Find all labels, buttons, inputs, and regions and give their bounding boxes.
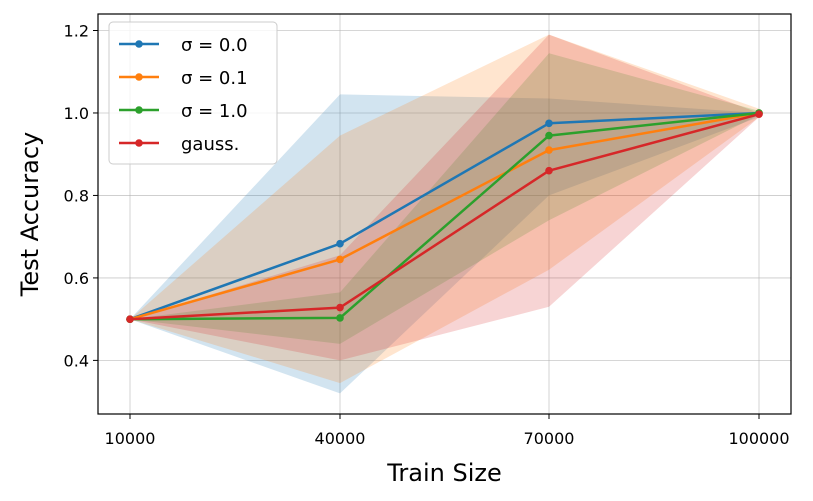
legend-marker-1 bbox=[135, 73, 143, 81]
x-tick-label: 100000 bbox=[728, 429, 789, 448]
point-series-1 bbox=[336, 255, 344, 264]
point-series-0 bbox=[545, 119, 553, 128]
band-series-3 bbox=[130, 34, 759, 361]
point-series-3 bbox=[126, 315, 134, 324]
y-tick-label: 1.0 bbox=[64, 104, 89, 123]
point-series-3 bbox=[755, 110, 763, 118]
band-series-2 bbox=[130, 53, 759, 344]
legend-marker-3 bbox=[135, 139, 143, 147]
line-series-3 bbox=[129, 112, 760, 321]
y-tick-label: 0.8 bbox=[64, 186, 89, 205]
legend-marker-0 bbox=[135, 40, 143, 48]
point-series-2 bbox=[545, 131, 553, 140]
point-series-2 bbox=[336, 314, 344, 322]
y-tick-label: 0.6 bbox=[64, 269, 89, 288]
x-tick-label: 40000 bbox=[315, 429, 366, 448]
series-lines bbox=[126, 109, 763, 324]
line-series-0 bbox=[129, 111, 760, 321]
x-axis-label: Train Size bbox=[386, 459, 501, 487]
point-series-0 bbox=[336, 239, 344, 248]
legend-label-1: σ = 0.1 bbox=[181, 68, 248, 89]
line-series-2 bbox=[129, 111, 760, 321]
y-tick-label: 1.2 bbox=[64, 21, 89, 40]
point-series-3 bbox=[545, 166, 553, 175]
point-series-1 bbox=[545, 146, 553, 154]
legend-label-3: gauss. bbox=[181, 134, 239, 155]
y-tick-label: 0.4 bbox=[64, 351, 89, 370]
x-tick-label: 10000 bbox=[105, 429, 156, 448]
legend-box bbox=[108, 21, 278, 165]
legend-label-2: σ = 1.0 bbox=[181, 101, 248, 122]
point-series-3 bbox=[336, 303, 344, 312]
grid bbox=[98, 14, 791, 414]
y-axis-label: Test Accuracy bbox=[16, 132, 44, 297]
ticks: 10000 40000 70000 100000 0.4 0.6 0.8 1.0 1.2 bbox=[64, 21, 790, 448]
legend-label-0: σ = 0.0 bbox=[181, 35, 248, 56]
line-series-1 bbox=[129, 111, 760, 321]
legend-marker-2 bbox=[135, 106, 143, 114]
x-tick-label: 70000 bbox=[524, 429, 575, 448]
legend: σ = 0.0 σ = 0.1 σ = 1.0 gauss. bbox=[108, 21, 278, 165]
plot-frame bbox=[97, 13, 792, 415]
